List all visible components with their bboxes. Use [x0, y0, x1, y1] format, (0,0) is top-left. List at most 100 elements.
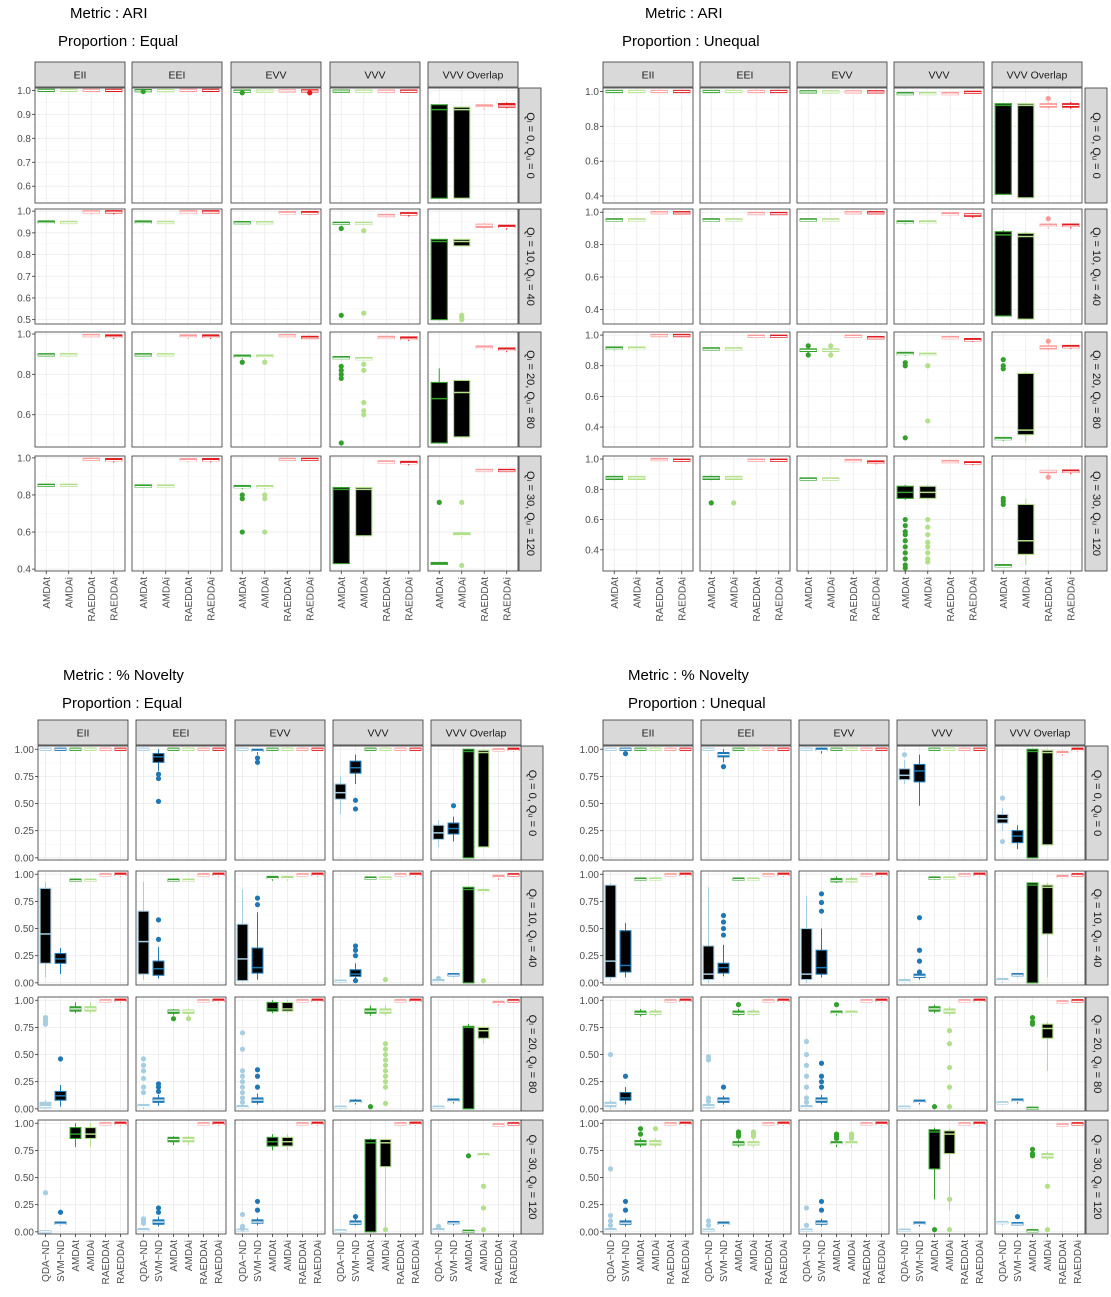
boxplot-amdai: [725, 89, 743, 94]
boxplot-raeddat: [179, 334, 197, 340]
boxplot-qdand: [137, 747, 150, 751]
panel: [699, 455, 791, 572]
row-strip: Qₗ = 10, Qᵤ = 40: [1085, 870, 1109, 986]
outlier-point: [382, 1041, 389, 1047]
x-tick-label: RAEDDAt: [480, 577, 491, 622]
boxplot-amdai: [747, 877, 760, 881]
boxplot-raeddai: [964, 90, 982, 95]
outlier-point: [902, 538, 908, 544]
x-tick-label: RAEDDAt: [1058, 1240, 1069, 1285]
boxplot-raeddat: [197, 999, 210, 1003]
box: [453, 238, 471, 247]
y-tick-label: 0.00: [580, 1104, 600, 1115]
outlier-point: [735, 1002, 742, 1008]
boxplot-amdai: [1041, 882, 1054, 978]
outlier-point: [262, 529, 268, 535]
boxplot-amdat: [799, 343, 817, 358]
row-strip-label: Qₗ = 0, Qᵤ = 0: [1091, 770, 1103, 837]
boxplot-amdai: [1041, 1021, 1054, 1071]
panel: [234, 745, 326, 861]
outlier-point: [42, 1021, 49, 1027]
boxplot-raeddai: [777, 998, 790, 1003]
x-tick-label: RAEDDAt: [87, 577, 98, 622]
box: [453, 106, 471, 199]
boxplot-qdand: [702, 747, 715, 751]
outlier-point: [607, 1051, 614, 1058]
y-tick-label: 0.6: [17, 182, 31, 193]
outlier-point: [480, 978, 487, 984]
y-tick-label: 0.00: [580, 853, 600, 864]
boxplot-qdand: [39, 1015, 52, 1109]
strip-label: EVV: [265, 70, 286, 82]
outlier-point: [352, 806, 359, 812]
boxplot-raeddat: [1056, 750, 1069, 756]
outlier-point: [459, 317, 465, 323]
boxplot-amdai: [453, 499, 471, 569]
panel: [135, 996, 227, 1112]
y-tick-label: 0.9: [17, 228, 31, 239]
outlier-point: [1045, 95, 1051, 102]
panel: [230, 455, 322, 572]
outlier-point: [140, 1075, 147, 1082]
boxplot-raeddat: [762, 1122, 775, 1126]
box: [334, 783, 347, 800]
panel-border: [131, 331, 223, 448]
boxplot-raeddai: [673, 458, 691, 463]
box: [251, 947, 264, 974]
strip-vvv: [332, 719, 424, 746]
boxplot-svmnd: [717, 1084, 730, 1105]
x-tick-label: RAEDDAi: [502, 577, 513, 621]
boxplot-amdat: [462, 748, 475, 859]
boxplot-raeddat: [197, 1122, 210, 1126]
panel-bg: [235, 997, 325, 1111]
outlier-point: [818, 1207, 825, 1213]
boxplot-qdand: [432, 1105, 445, 1109]
panel-bg: [897, 997, 987, 1111]
boxplot-raeddat: [650, 457, 668, 462]
boxplot-amdai: [747, 1008, 760, 1016]
outlier-point: [902, 363, 908, 369]
outlier-point: [155, 1205, 162, 1211]
box: [462, 748, 475, 859]
boxplot-raeddat: [844, 334, 862, 338]
boxplot-amdai: [725, 218, 743, 222]
strip-label: EEI: [173, 728, 190, 740]
x-tick-label: RAEDDAi: [313, 1240, 324, 1284]
boxplot-amdat: [994, 357, 1012, 441]
boxplot-amdai: [379, 1005, 392, 1106]
y-tick-label: 0.50: [580, 799, 600, 810]
strip-label: EII: [642, 70, 655, 82]
outlier-point: [155, 936, 162, 943]
y-tick-label: 1.00: [580, 870, 600, 881]
outlier-point: [818, 1084, 825, 1090]
x-tick-label: AMDAi: [1043, 1240, 1054, 1271]
boxplot-amdai: [1017, 103, 1035, 199]
boxplot-raeddai: [114, 998, 127, 1003]
panel-border: [602, 87, 694, 204]
outlier-point: [361, 228, 367, 234]
x-tick-label: AMDAi: [729, 577, 740, 608]
y-tick-label: 0.8: [17, 490, 31, 501]
boxplot-raeddai: [212, 998, 225, 1003]
panel-border: [234, 996, 326, 1112]
row-strip-label: Qₗ = 30, Qᵤ = 120: [1090, 471, 1102, 556]
boxplot-raeddai: [202, 88, 220, 93]
outlier-point: [254, 755, 261, 761]
box: [994, 231, 1012, 317]
panel-border: [896, 1119, 988, 1235]
boxplot-amdai: [919, 91, 937, 96]
panel: [994, 996, 1086, 1112]
boxplot-raeddai: [867, 460, 885, 465]
panel: [427, 87, 519, 204]
box: [994, 103, 1012, 195]
panel: [230, 208, 322, 325]
boxplot-amdai: [182, 1008, 195, 1022]
outlier-point: [828, 352, 834, 358]
boxplot-qdand: [898, 978, 911, 983]
x-tick-label: AMDAi: [283, 1240, 294, 1271]
boxplot-amdat: [1026, 1015, 1039, 1110]
boxplot-raeddat: [860, 999, 873, 1003]
boxplot-raeddat: [958, 1122, 971, 1126]
boxplot-svmnd: [54, 1056, 67, 1107]
boxplot-qdand: [236, 889, 249, 982]
